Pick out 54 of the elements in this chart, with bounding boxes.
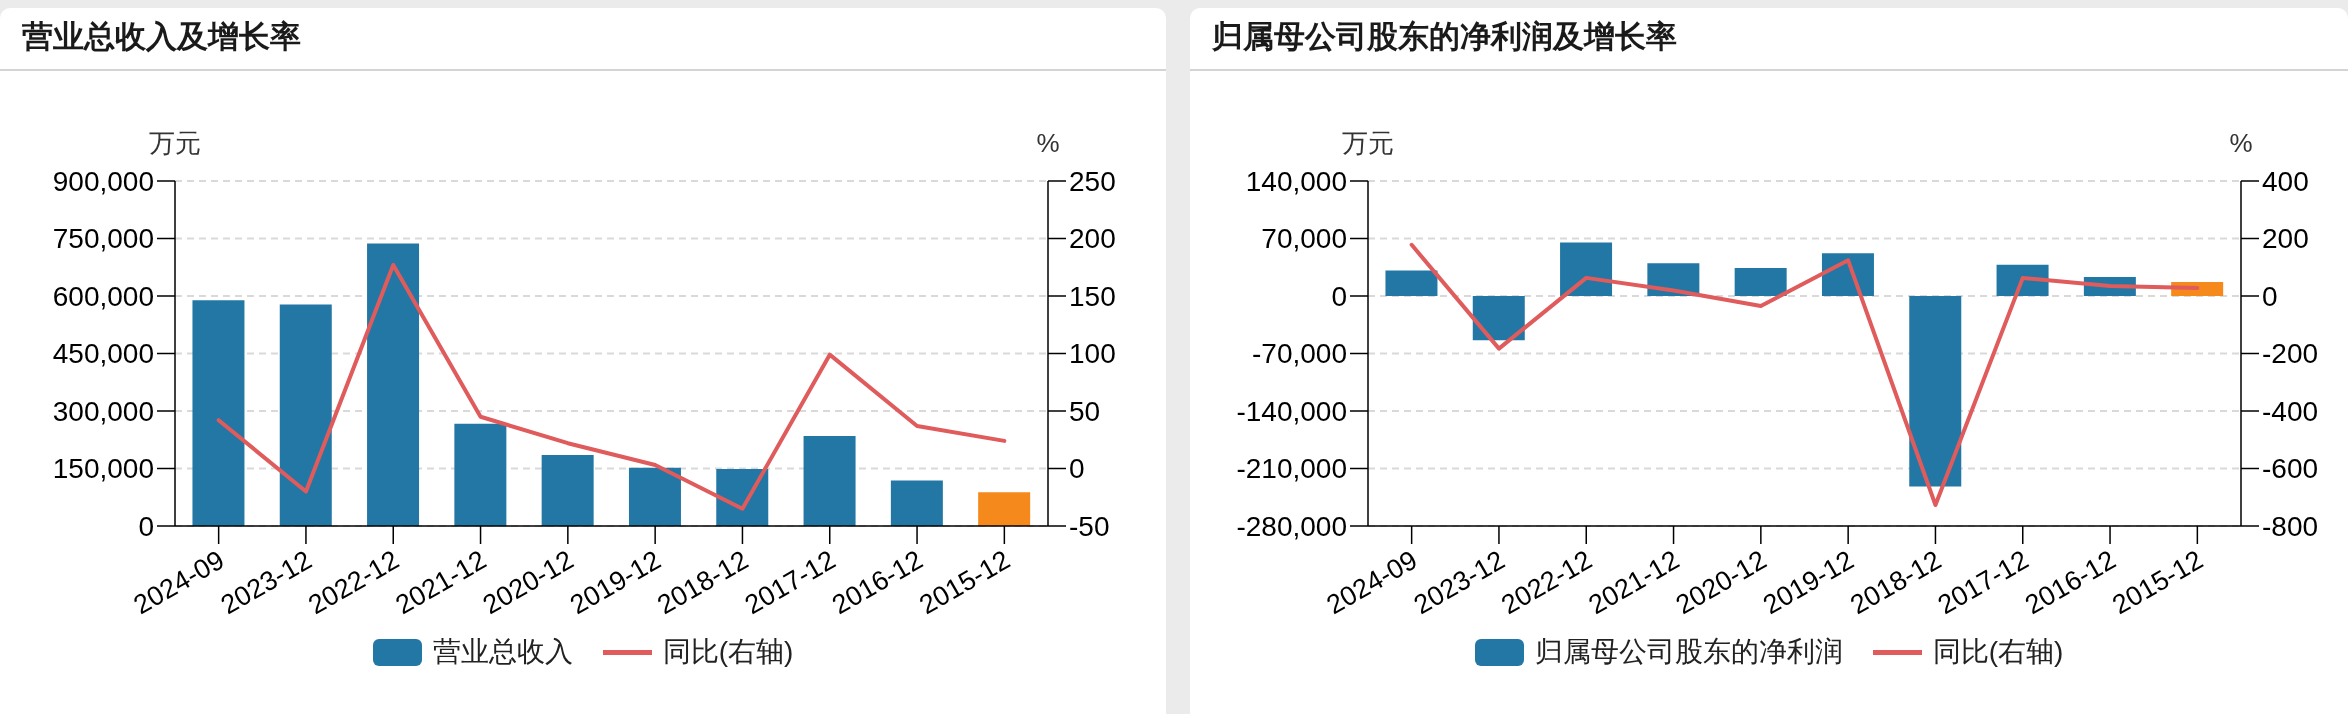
y2-tick-label: 50 <box>1069 395 1101 427</box>
chart-title: 归属母公司股东的净利润及增长率 <box>1212 19 1677 54</box>
bar <box>367 243 420 526</box>
line-series <box>216 262 1007 511</box>
y2-tick-label: 0 <box>2262 280 2278 312</box>
y-tick-label: 750,000 <box>52 223 154 255</box>
y2-tick-label: -800 <box>2262 510 2319 542</box>
bar <box>279 304 332 526</box>
bar <box>192 300 245 526</box>
y-tick-label: 600,000 <box>52 280 154 312</box>
chart-title: 营业总收入及增长率 <box>22 19 301 54</box>
y2-axis-title: % <box>2229 127 2253 158</box>
bar <box>1385 270 1438 296</box>
y-tick-label: 450,000 <box>52 338 154 370</box>
y-axis-title: 万元 <box>149 127 201 158</box>
y-tick-label: 300,000 <box>52 395 154 427</box>
legend-label: 同比(右轴) <box>1932 635 2064 669</box>
legend-label: 归属母公司股东的净利润 <box>1534 635 1843 669</box>
y-tick-label: -140,000 <box>1236 395 1347 427</box>
legend-label: 营业总收入 <box>432 635 573 669</box>
y2-tick-label: -600 <box>2262 453 2319 485</box>
y2-tick-label: 400 <box>2262 165 2309 197</box>
y-tick-label: -280,000 <box>1236 510 1347 542</box>
bar <box>541 455 594 526</box>
y-axis-title: 万元 <box>1342 127 1394 158</box>
y-tick-label: 70,000 <box>1261 223 1347 255</box>
y-tick-label: 140,000 <box>1245 165 1347 197</box>
y2-tick-label: -400 <box>2262 395 2319 427</box>
bar <box>1909 296 1962 487</box>
line-series <box>1409 242 2200 508</box>
bar <box>978 492 1031 526</box>
y2-tick-label: -50 <box>1069 510 1110 542</box>
y2-tick-label: 200 <box>1069 223 1116 255</box>
y2-tick-label: -200 <box>2262 338 2319 370</box>
y-tick-label: -70,000 <box>1252 338 1347 370</box>
bar <box>803 435 856 526</box>
y-tick-label: 900,000 <box>52 165 154 197</box>
y-tick-label: 0 <box>138 510 154 542</box>
y2-axis-title: % <box>1036 127 1060 158</box>
y-tick-label: 0 <box>1331 280 1347 312</box>
y2-tick-label: 150 <box>1069 280 1116 312</box>
bar <box>890 480 943 526</box>
bar <box>628 467 681 526</box>
bar <box>1734 268 1787 296</box>
legend-label: 同比(右轴) <box>662 635 794 669</box>
y2-tick-label: 0 <box>1069 453 1085 485</box>
y-tick-label: 150,000 <box>52 453 154 485</box>
y2-tick-label: 250 <box>1069 165 1116 197</box>
bar <box>1472 296 1525 341</box>
bar <box>454 423 507 526</box>
y2-tick-label: 100 <box>1069 338 1116 370</box>
bar <box>1560 242 1613 296</box>
y2-tick-label: 200 <box>2262 223 2309 255</box>
y-tick-label: -210,000 <box>1236 453 1347 485</box>
